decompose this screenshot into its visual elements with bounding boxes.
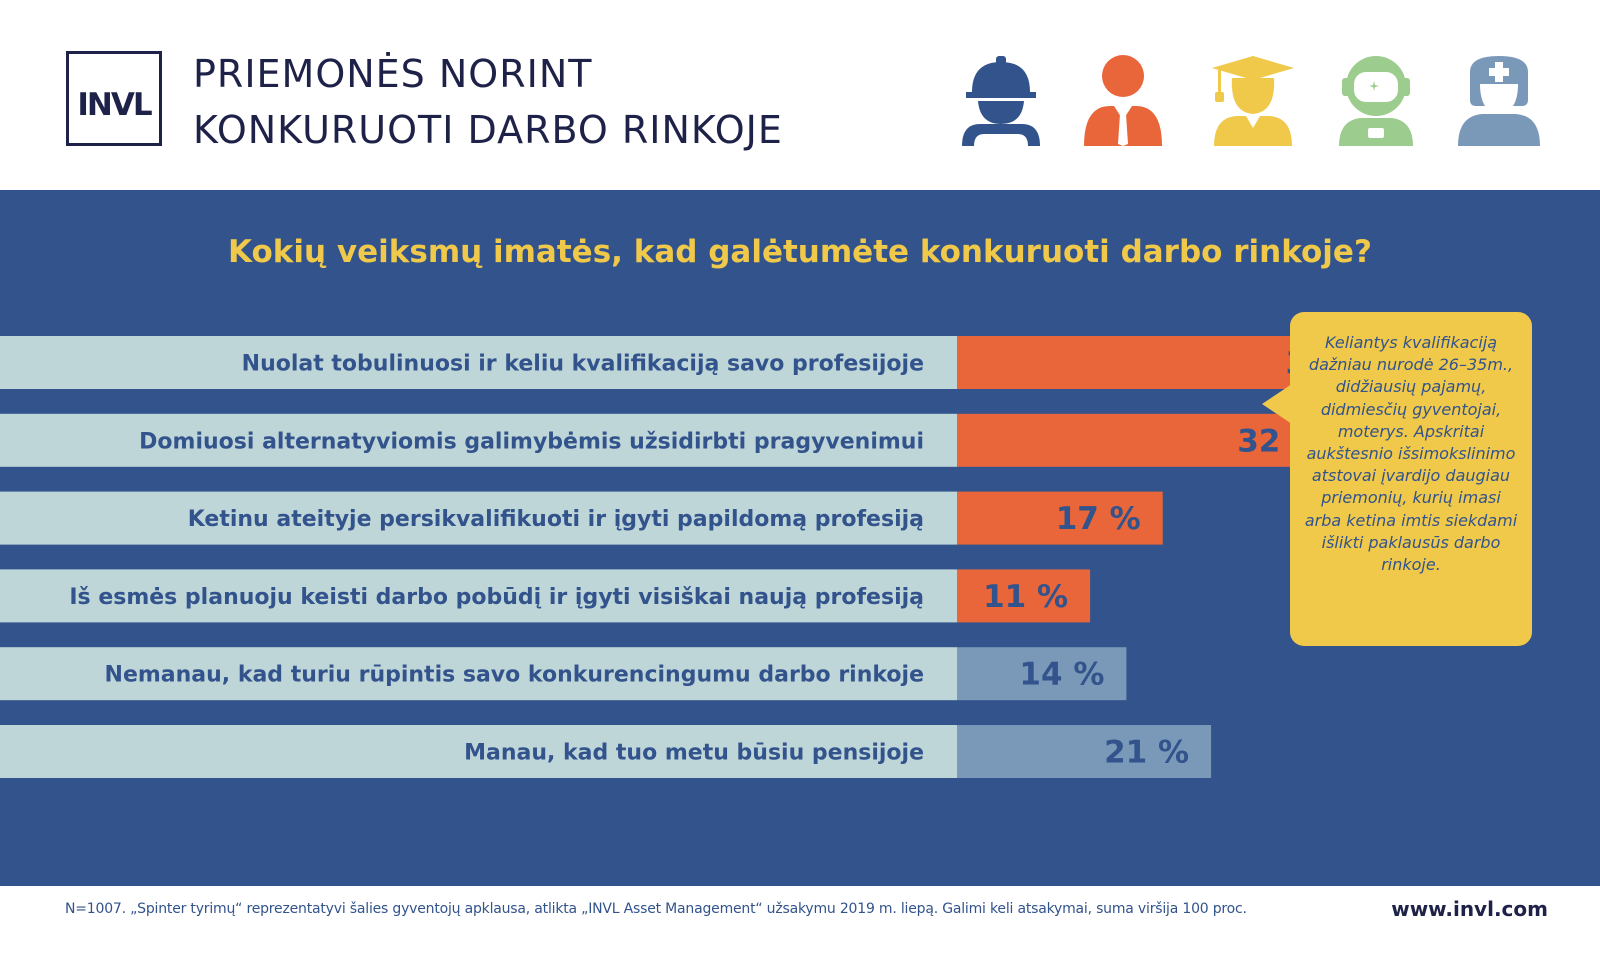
chart-title: Kokių veiksmų imatės, kad galėtumėte kon…: [228, 234, 1372, 270]
bar: [957, 647, 1127, 701]
data-label: 11 %: [983, 579, 1068, 615]
category-label: Iš esmės planuoju keisti darbo pobūdį ir…: [69, 585, 924, 610]
bar: [957, 725, 1212, 778]
category-label: Nemanau, kad turiu rūpintis savo konkure…: [105, 663, 924, 688]
bar: [957, 491, 1163, 545]
invl-logo: INVL: [66, 51, 162, 146]
callout-pointer: [1262, 384, 1292, 424]
logo-text: INVL: [77, 87, 152, 123]
bar-label-background: [0, 491, 957, 545]
footer-website-link[interactable]: www.invl.com: [1391, 897, 1548, 921]
bar-label-background: [0, 569, 957, 623]
page-title-line-2: KONKURUOTI DARBO RINKOJE: [193, 108, 783, 152]
astronaut-icon: [1339, 56, 1413, 146]
bar-label-background: [0, 336, 957, 389]
data-label: 21 %: [1104, 735, 1189, 771]
construction-worker-icon: [962, 56, 1040, 146]
header: INVL PRIEMONĖS NORINT KONKURUOTI DARBO R…: [0, 0, 1600, 190]
businessman-icon: [1084, 55, 1162, 146]
category-label: Manau, kad tuo metu būsiu pensijoje: [464, 741, 924, 766]
callout-note: Keliantys kvalifikaciją dažniau nurodė 2…: [1290, 312, 1532, 646]
bar-label-background: [0, 647, 957, 701]
data-label: 17 %: [1056, 501, 1141, 537]
category-label: Domiuosi alternatyviomis galimybėmis užs…: [139, 429, 924, 454]
category-label: Ketinu ateityje persikvalifikuoti ir įgy…: [188, 507, 924, 532]
bar-label-background: [0, 413, 957, 467]
data-label: 14 %: [1019, 657, 1104, 693]
page-title-line-1: PRIEMONĖS NORINT: [193, 52, 593, 96]
bar: [957, 569, 1091, 623]
category-label: Nuolat tobulinuosi ir keliu kvalifikacij…: [242, 352, 924, 377]
nurse-icon: [1458, 56, 1540, 146]
bar-label-background: [0, 725, 957, 778]
graduate-icon: [1212, 56, 1294, 146]
footer-source-note: N=1007. „Spinter tyrimų“ reprezentatyvi …: [65, 901, 1247, 917]
